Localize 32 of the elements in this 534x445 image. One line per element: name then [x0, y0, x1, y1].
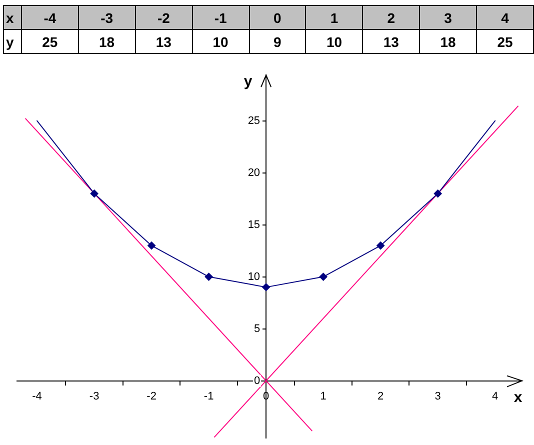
- x-tick-label: 1: [306, 6, 363, 30]
- x-tick-label: 2: [362, 6, 420, 30]
- x-tick-label: 3: [420, 6, 476, 30]
- x-tick-label: -2: [146, 390, 156, 402]
- data-label: 18: [420, 30, 476, 54]
- x-tick-label: -4: [22, 6, 78, 30]
- y-tick-label: 5: [254, 322, 260, 335]
- y-tick-label: 20: [248, 166, 260, 179]
- y-tick-label: 10: [248, 270, 260, 283]
- x-tick-label: 1: [320, 390, 326, 402]
- x-axis-title: x: [514, 388, 523, 406]
- data-label: 18: [78, 30, 136, 54]
- y-tick-label: 15: [248, 218, 260, 231]
- x-tick-label: 2: [378, 390, 384, 402]
- data-label: 25: [22, 30, 78, 54]
- x-tick-label: -2: [135, 6, 192, 30]
- data-label: 13: [362, 30, 420, 54]
- x-tick-label: 3: [434, 390, 441, 402]
- x-tick-label: -3: [78, 6, 136, 30]
- x-tick-label: 4: [476, 6, 534, 30]
- x-tick-label: -1: [192, 6, 249, 30]
- x-tick-label: -3: [89, 390, 100, 402]
- data-label: 10: [306, 30, 363, 54]
- data-label: 25: [476, 30, 534, 54]
- x-tick-label: -1: [204, 390, 214, 402]
- x-tick-label: -4: [32, 390, 42, 402]
- data-label: 9: [249, 30, 306, 54]
- x-tick-label: 4: [492, 390, 498, 402]
- data-label: 13: [135, 30, 192, 54]
- x-axis-title: x: [4, 6, 22, 30]
- y-tick-label: 25: [248, 114, 260, 127]
- y-tick-label: 0: [254, 374, 260, 387]
